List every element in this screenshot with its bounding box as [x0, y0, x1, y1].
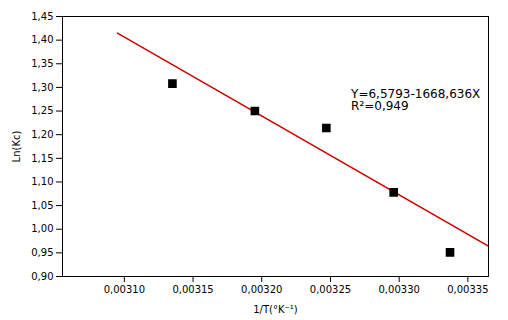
svg-text:1,40: 1,40	[31, 34, 53, 45]
svg-text:0,90: 0,90	[31, 271, 53, 282]
svg-text:Ln(Kc): Ln(Kc)	[11, 131, 22, 163]
svg-text:1,20: 1,20	[31, 129, 53, 140]
svg-text:0,00325: 0,00325	[310, 284, 351, 295]
svg-text:1,45: 1,45	[31, 11, 53, 22]
svg-text:0,00315: 0,00315	[172, 284, 213, 295]
svg-text:0,00335: 0,00335	[447, 284, 488, 295]
svg-text:1,30: 1,30	[31, 82, 53, 93]
svg-text:0,95: 0,95	[31, 247, 53, 258]
svg-text:Y=6,5793-1668,636XR²=0,949: Y=6,5793-1668,636XR²=0,949	[350, 87, 480, 113]
svg-text:1/T(°K⁻¹): 1/T(°K⁻¹)	[253, 304, 298, 315]
svg-text:1,15: 1,15	[31, 153, 53, 164]
svg-text:0,00320: 0,00320	[241, 284, 282, 295]
svg-text:1,00: 1,00	[31, 223, 53, 234]
svg-text:1,10: 1,10	[31, 176, 53, 187]
svg-text:1,05: 1,05	[31, 200, 53, 211]
svg-text:1,25: 1,25	[31, 105, 53, 116]
svg-text:1,35: 1,35	[31, 58, 53, 69]
svg-text:0,00330: 0,00330	[378, 284, 419, 295]
svg-text:0,00310: 0,00310	[104, 284, 145, 295]
